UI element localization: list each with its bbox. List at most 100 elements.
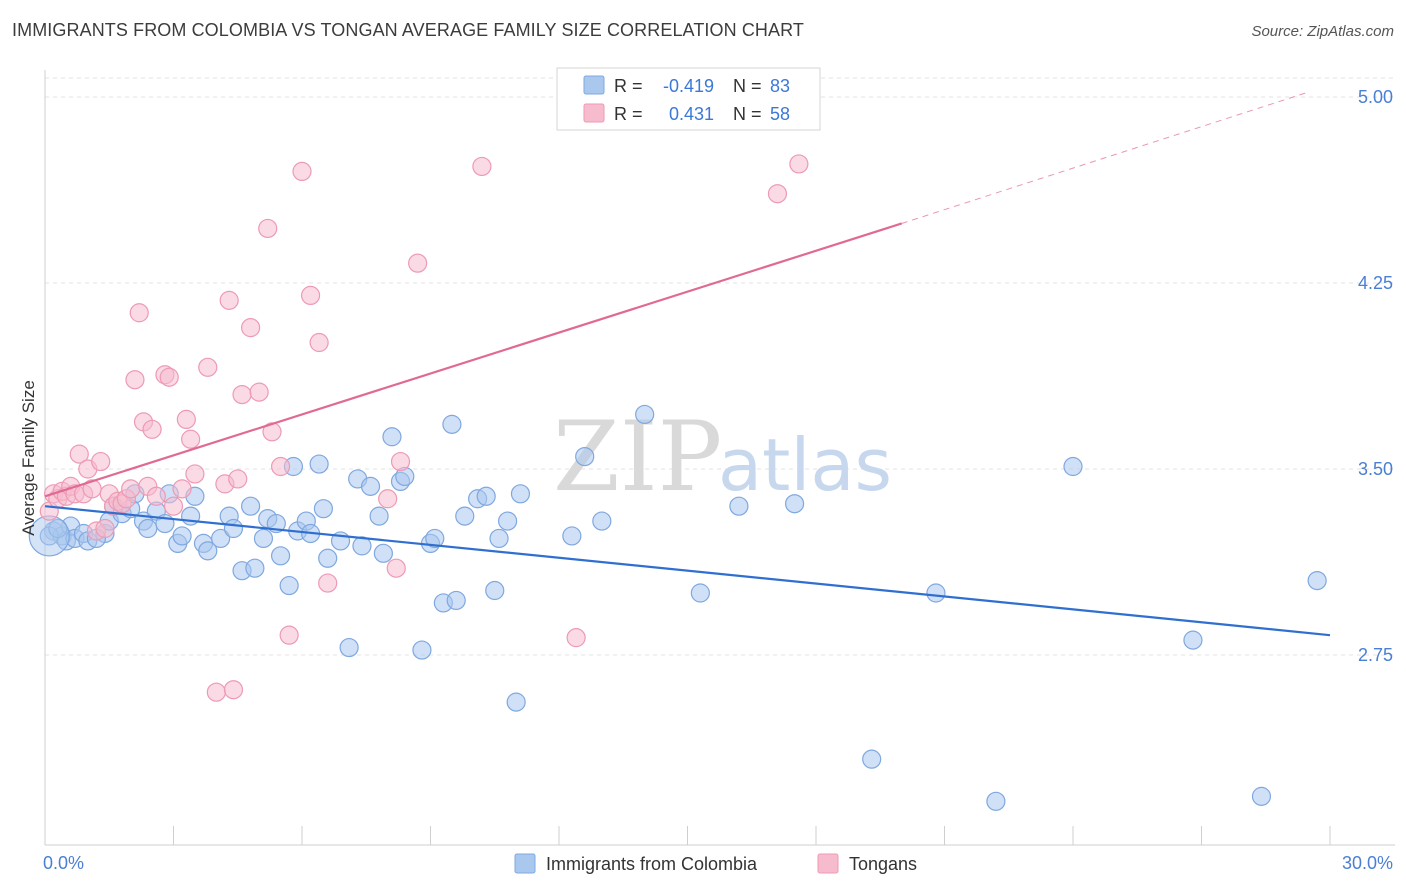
point-tongans-32 [185,464,205,484]
y-tick-label-2: 4.25 [1358,273,1393,293]
point-colombia-34 [279,575,299,596]
trend-line-tongans [44,222,903,498]
point-tongans-39 [232,385,252,405]
legend-n-value-colombia: 83 [770,76,790,96]
point-colombia-62 [489,528,509,549]
point-tongans-21 [129,303,149,323]
legend-r-value-colombia: -0.419 [663,76,714,96]
point-colombia-64 [506,692,526,712]
point-colombia-77 [1183,630,1203,650]
legend-n-label-colombia: N = [733,76,762,96]
point-colombia-76 [1063,456,1083,477]
y-axis-label: Average Family Size [19,380,38,536]
point-tongans-37 [223,680,244,700]
axes [44,70,1395,846]
point-tongans-24 [142,419,162,439]
point-colombia-47 [369,506,389,526]
point-tongans-25 [146,486,166,506]
point-colombia-78 [1251,786,1272,806]
point-colombia-73 [862,749,882,769]
point-colombia-40 [313,499,334,519]
point-tongans-54 [472,156,492,177]
point-tongans-34 [206,682,226,702]
point-colombia-54 [425,528,445,549]
point-colombia-70 [690,583,710,603]
x-tick-label-min: 0.0% [43,853,84,873]
point-tongans-46 [292,161,312,181]
watermark: ZIP atlas [553,401,892,513]
bottom-legend-swatch-tongans [817,853,839,874]
point-tongans-48 [309,332,329,353]
point-colombia-23 [198,541,218,561]
point-colombia-66 [562,526,582,546]
point-tongans-51 [386,558,406,578]
point-tongans-44 [270,456,291,477]
y-tick-label-3: 5.00 [1358,87,1393,107]
legend-swatch-tongans [583,103,605,123]
series-legend: Immigrants from Colombia Tongans [514,853,917,874]
point-tongans-56 [767,184,788,204]
point-colombia-45 [352,536,372,556]
point-colombia-48 [373,543,393,563]
point-tongans-53 [408,253,428,273]
point-tongans-38 [228,469,248,489]
point-colombia-33 [270,546,291,566]
point-colombia-61 [485,580,505,601]
point-colombia-58 [455,506,475,526]
point-colombia-75 [986,791,1006,811]
point-colombia-52 [412,640,432,660]
legend-swatch-colombia [583,75,605,95]
point-colombia-57 [446,590,466,611]
point-tongans-19 [121,479,141,499]
point-colombia-28 [241,496,261,516]
bottom-legend-label-colombia: Immigrants from Colombia [546,854,758,874]
watermark-atlas: atlas [718,423,892,507]
point-tongans-50 [378,489,398,509]
legend-n-value-tongans: 58 [770,104,790,124]
point-colombia-69 [635,404,655,425]
point-tongans-33 [198,357,218,377]
legend-n-label-tongans: N = [733,104,762,124]
point-colombia-29 [245,558,265,578]
chart-source: Source: ZipAtlas.com [1251,23,1394,40]
bottom-legend-swatch-colombia [514,853,536,874]
trend-lines [44,91,1331,637]
bottom-legend-label-tongans: Tongans [849,854,917,874]
point-tongans-40 [241,318,261,338]
point-colombia-79 [1307,570,1327,591]
point-colombia-19 [172,526,192,546]
point-colombia-65 [510,484,531,504]
chart-title: IMMIGRANTS FROM COLOMBIA VS TONGAN AVERA… [12,20,805,40]
point-tongans-42 [258,218,278,239]
point-tongans-30 [176,409,196,429]
correlation-legend: R = -0.419 N = 83 R = 0.431 N = 58 [556,67,821,131]
point-tongans-28 [163,496,184,516]
point-tongans-7 [69,444,89,464]
point-tongans-27 [159,367,179,387]
point-tongans-29 [172,479,192,499]
point-colombia-60 [476,486,496,506]
y-tick-labels: 2.75 3.50 4.25 5.00 [1358,87,1393,665]
point-colombia-14 [138,518,158,539]
point-colombia-71 [729,496,749,516]
point-colombia-68 [592,511,612,531]
point-colombia-72 [784,494,805,514]
point-tongans-36 [219,290,239,310]
point-colombia-41 [318,548,338,568]
point-colombia-63 [498,511,518,531]
point-tongans-47 [300,285,321,305]
trend-line-tongans-extension [901,91,1309,224]
point-tongans-13 [95,518,115,539]
x-ticks [44,826,1331,845]
point-tongans-43 [262,422,282,442]
point-colombia-49 [382,427,402,447]
legend-r-value-tongans: 0.431 [669,104,714,124]
legend-r-label-tongans: R = [614,104,643,124]
series-tongans [39,154,809,702]
legend-r-label-colombia: R = [614,76,643,96]
point-tongans-41 [249,382,269,402]
point-colombia-26 [223,518,244,539]
y-tick-label-1: 3.50 [1358,459,1393,479]
series-immigrants-from-colombia [28,404,1327,811]
trend-line-colombia [44,505,1331,637]
